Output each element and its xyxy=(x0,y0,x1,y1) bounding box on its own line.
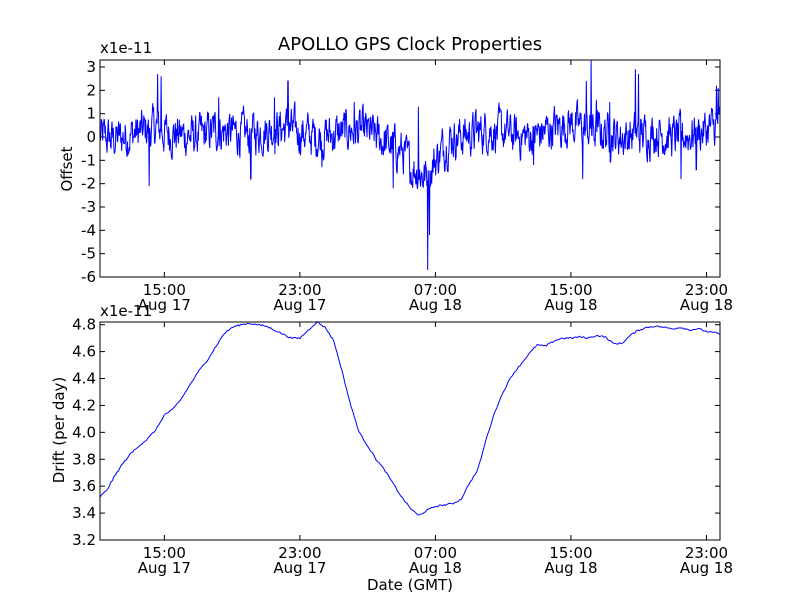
offset-xtick-date: Aug 18 xyxy=(544,296,597,314)
offset-ytick-label: -4 xyxy=(81,221,96,239)
offset-ytick-label: -3 xyxy=(81,198,96,216)
drift-scale-label: x1e-11 xyxy=(100,302,152,320)
drift-ytick-label: 4.0 xyxy=(72,423,96,441)
drift-series-line xyxy=(99,320,721,516)
drift-xtick-time: 07:00 xyxy=(414,544,457,562)
drift-ytick-label: 4.8 xyxy=(72,316,96,334)
offset-ytick-label: -2 xyxy=(81,175,96,193)
offset-xtick-date: Aug 18 xyxy=(409,296,462,314)
drift-xlabel: Date (GMT) xyxy=(367,576,453,594)
offset-xtick-time: 15:00 xyxy=(549,281,592,299)
offset-xtick-time: 23:00 xyxy=(685,281,728,299)
chart-title: APOLLO GPS Clock Properties xyxy=(278,34,542,55)
offset-ytick-label: 1 xyxy=(86,105,96,123)
offset-xtick-time: 07:00 xyxy=(414,281,457,299)
drift-ytick-label: 3.6 xyxy=(72,477,96,495)
offset-xtick-time: 23:00 xyxy=(278,281,321,299)
offset-ytick-label: 2 xyxy=(86,81,96,99)
drift-plot-frame xyxy=(99,321,721,541)
drift-ytick-label: 3.4 xyxy=(72,504,96,522)
offset-ytick-label: -6 xyxy=(81,268,96,286)
drift-xtick-date: Aug 17 xyxy=(273,559,326,577)
offset-ytick-label: 3 xyxy=(86,58,96,76)
offset-series-line xyxy=(99,59,721,271)
drift-xtick-time: 15:00 xyxy=(549,544,592,562)
offset-ytick-label: 0 xyxy=(86,128,96,146)
offset-ylabel: Offset xyxy=(58,146,76,191)
drift-ylabel: Drift (per day) xyxy=(50,377,68,484)
drift-ytick-label: 3.8 xyxy=(72,450,96,468)
drift-xtick-time: 15:00 xyxy=(143,544,186,562)
drift-ytick-label: 4.6 xyxy=(72,343,96,361)
drift-panel: x1e-11 Drift (per day) 3.2 3.4 3.6 3.8 4.0 4.… xyxy=(50,302,733,594)
offset-ytick-label: -1 xyxy=(81,151,96,169)
drift-ytick-label: 3.2 xyxy=(72,531,96,549)
drift-xtick-date: Aug 17 xyxy=(138,559,191,577)
offset-ytick-label: -5 xyxy=(81,245,96,263)
drift-ytick-label: 4.4 xyxy=(72,370,96,388)
drift-xtick-date: Aug 18 xyxy=(409,559,462,577)
drift-xtick-date: Aug 18 xyxy=(680,559,733,577)
drift-xtick-date: Aug 18 xyxy=(544,559,597,577)
offset-xtick-date: Aug 18 xyxy=(680,296,733,314)
drift-xtick-time: 23:00 xyxy=(278,544,321,562)
drift-ytick-label: 4.2 xyxy=(72,396,96,414)
offset-xtick-date: Aug 17 xyxy=(273,296,326,314)
offset-plot-frame xyxy=(99,59,721,278)
offset-xtick-time: 15:00 xyxy=(143,281,186,299)
offset-xtick-date: Aug 17 xyxy=(138,296,191,314)
drift-xtick-time: 23:00 xyxy=(685,544,728,562)
offset-scale-label: x1e-11 xyxy=(100,39,152,57)
